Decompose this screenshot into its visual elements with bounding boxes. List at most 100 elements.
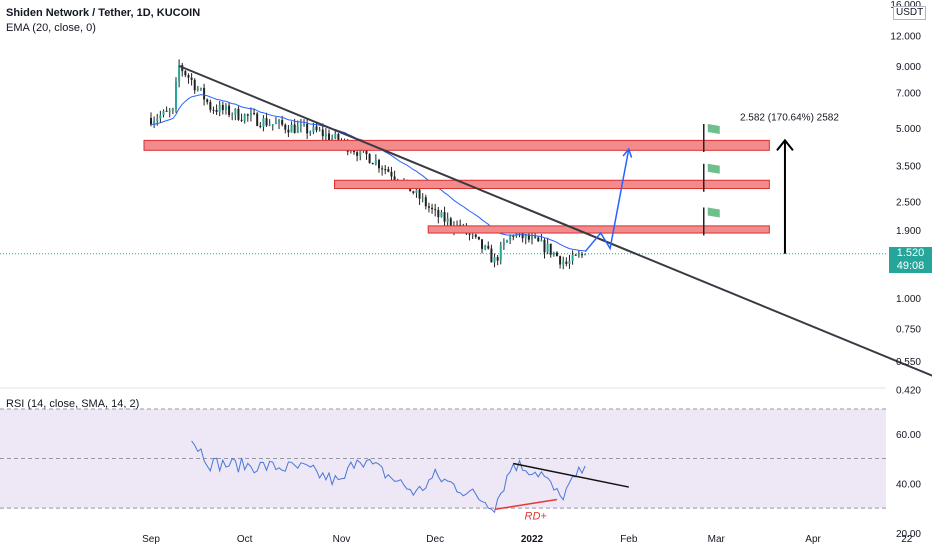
candle: [565, 257, 568, 267]
candle-body: [427, 206, 430, 208]
candle: [368, 153, 371, 164]
candle: [199, 87, 202, 91]
candle: [580, 251, 583, 259]
candle: [374, 154, 377, 166]
candle-body: [162, 110, 165, 116]
candle-body: [527, 234, 530, 240]
candle-body: [434, 209, 437, 211]
candle-body: [512, 235, 515, 237]
y-tick-label: 0.420: [896, 386, 921, 397]
candle: [431, 203, 434, 214]
x-tick-label: Apr: [805, 534, 821, 545]
candle-body: [221, 104, 224, 111]
candle: [328, 129, 331, 142]
candle: [278, 118, 281, 130]
candle: [546, 237, 549, 255]
candle: [228, 101, 231, 118]
candle: [468, 232, 471, 241]
candle-body: [268, 124, 271, 126]
candle-body: [543, 239, 546, 253]
candle-body: [437, 209, 440, 218]
candle-body: [584, 253, 587, 255]
candle-body: [234, 108, 237, 115]
resistance-zone: [143, 139, 770, 151]
candle-body: [306, 123, 309, 134]
candle: [434, 203, 437, 217]
candle: [549, 243, 552, 258]
candle-body: [549, 243, 552, 255]
candle-body: [421, 197, 424, 199]
candle-body: [552, 252, 555, 255]
candle-body: [224, 105, 227, 111]
candle: [212, 106, 215, 114]
candle-body: [577, 254, 580, 256]
candle: [190, 73, 193, 86]
candle-body: [555, 252, 558, 257]
candle: [493, 253, 496, 268]
measure-arrowhead: [776, 138, 794, 151]
candle-body: [484, 245, 487, 249]
candle: [171, 107, 174, 115]
rsi-tick-label: 40.00: [896, 479, 921, 490]
candle-body: [259, 125, 262, 127]
candle-body: [359, 146, 362, 156]
candle: [287, 124, 290, 138]
candle-body: [562, 261, 565, 265]
candle-body: [178, 65, 181, 82]
chart-title: Shiden Network / Tether, 1D, KUCOIN: [6, 7, 201, 19]
candle-body: [371, 163, 374, 165]
candle: [412, 190, 415, 195]
candle-body: [187, 75, 190, 78]
candle: [537, 236, 540, 243]
candle-body: [390, 171, 393, 177]
candle: [555, 251, 558, 257]
candle: [474, 233, 477, 239]
candle-body: [218, 104, 221, 113]
flag-icon: [707, 163, 720, 174]
candle-body: [246, 114, 249, 116]
candle: [577, 250, 580, 258]
candle: [184, 70, 187, 78]
candle-body: [174, 81, 177, 109]
candle-body: [203, 87, 206, 100]
candle: [524, 233, 527, 245]
candle: [168, 107, 171, 118]
candle-body: [331, 138, 334, 141]
candle: [559, 255, 562, 269]
resistance-zone: [334, 179, 770, 190]
flag-icon: [707, 207, 720, 218]
candle: [306, 119, 309, 140]
candle-body: [496, 257, 499, 261]
divergence-label: RD+: [525, 510, 548, 522]
candle-body: [212, 109, 215, 111]
candle: [506, 239, 509, 243]
y-tick-label: 0.550: [896, 357, 921, 368]
candle-body: [249, 112, 252, 116]
candle-body: [256, 113, 259, 126]
candle-body: [443, 212, 446, 222]
candle: [221, 101, 224, 115]
candle: [440, 209, 443, 218]
candle: [224, 103, 227, 115]
current-price-value: 1.520: [896, 246, 925, 259]
candle: [181, 62, 184, 77]
candle-body: [193, 79, 196, 91]
candle-body: [287, 129, 290, 133]
axes: 16.000 12.000 9.000 7.000 5.000 3.500 2.500 1.9…: [142, 0, 921, 545]
candle: [231, 112, 234, 121]
candle-body: [387, 169, 390, 172]
candle-body: [228, 105, 231, 116]
candle-body: [502, 242, 505, 246]
candle-body: [449, 218, 452, 227]
candle-body: [440, 212, 443, 218]
currency-unit[interactable]: USDT: [893, 6, 927, 20]
candle-body: [509, 235, 512, 241]
candle: [237, 106, 240, 121]
candle: [246, 113, 249, 122]
candle: [162, 109, 165, 118]
flag-icon: [707, 123, 720, 134]
candle-body: [412, 191, 415, 193]
candle: [381, 165, 384, 176]
x-tick-label: Oct: [237, 534, 253, 545]
candle: [502, 238, 505, 250]
